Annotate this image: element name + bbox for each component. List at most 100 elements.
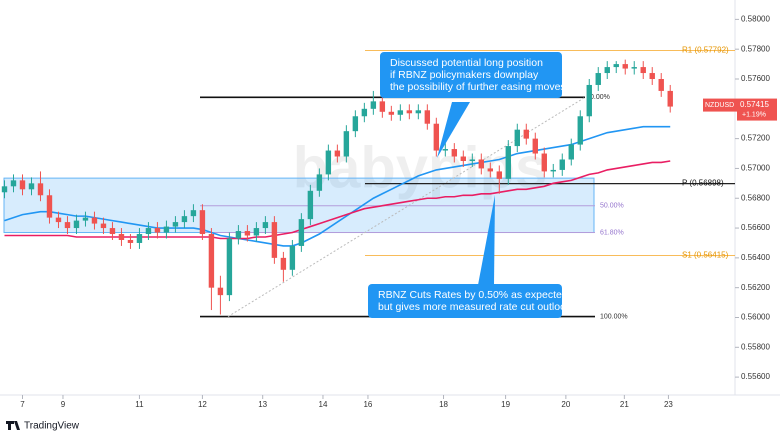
fib-label: 61.80% (600, 229, 624, 236)
x-tick-label: 19 (501, 400, 510, 409)
pivot-label: S1 (0.56415) (682, 251, 729, 260)
candle-body (10, 180, 17, 187)
moving-average (4, 125, 671, 247)
x-tick-label: 13 (258, 400, 267, 409)
candle-body (289, 245, 296, 270)
candle-body (334, 150, 341, 157)
candle-body (361, 108, 368, 117)
candle-body (46, 195, 53, 218)
fib-label: 100.00% (600, 313, 628, 320)
price-label: 0.57415 (740, 100, 769, 109)
candle-body (343, 131, 350, 157)
callout-text: RBNZ Cuts Rates by 0.50% as expected (378, 289, 568, 301)
candle-body (541, 153, 547, 172)
candle-body (640, 67, 646, 74)
candle-body (505, 146, 511, 179)
candle-body (100, 223, 107, 229)
candle-body (451, 149, 458, 157)
candle-body (469, 159, 476, 161)
x-tick-label: 21 (620, 400, 629, 409)
callout-box (368, 284, 562, 318)
candle-body (136, 234, 143, 243)
pivot-label: P (0.56898) (682, 179, 724, 188)
y-tick-label: 0.56800 (741, 193, 770, 202)
callout-text: but gives more measured rate cut outlook (378, 301, 572, 313)
candle-body (388, 111, 395, 115)
y-tick-label: 0.56400 (741, 253, 770, 262)
candle-body (217, 287, 224, 296)
candle-body (559, 159, 565, 170)
candle-body (325, 150, 332, 175)
candle-body (154, 228, 161, 233)
candle-body (190, 210, 197, 217)
callout-text: Discussed potential long position (390, 57, 543, 69)
x-tick-label: 16 (363, 400, 372, 409)
candle-body (487, 168, 493, 172)
candle-body (406, 110, 413, 114)
y-tick-label: 0.56000 (741, 313, 770, 322)
candle-body (478, 159, 485, 169)
candle-body (622, 64, 628, 69)
callout-pointer (478, 195, 495, 285)
candle-body (316, 174, 323, 191)
candle-body (271, 222, 278, 258)
x-tick-label: 12 (198, 400, 207, 409)
x-tick-label: 14 (319, 400, 328, 409)
fib-label: 50.00% (600, 203, 624, 210)
candle-body (631, 67, 637, 69)
x-tick-label: 9 (61, 400, 66, 409)
candle-body (208, 234, 215, 288)
candle-body (514, 129, 520, 147)
y-tick-label: 0.55600 (741, 372, 770, 381)
candle-body (604, 67, 610, 74)
candle-body (568, 144, 574, 160)
x-tick-label: 11 (135, 400, 144, 409)
candle-body (55, 217, 62, 223)
candle-body (550, 169, 556, 172)
x-tick-label: 18 (439, 400, 448, 409)
candle-body (523, 129, 529, 139)
candle-body (37, 183, 44, 196)
candle-body (262, 222, 269, 229)
callout-text: if RBNZ policymakers downplay (390, 69, 539, 81)
candle-body (64, 222, 71, 229)
candle-body (307, 190, 314, 220)
candle-body (577, 116, 583, 145)
candle-body (658, 79, 664, 91)
candle-body (1, 186, 8, 193)
candle-body (244, 231, 251, 236)
fib-label: 0.00% (590, 94, 610, 101)
candle-body (649, 73, 655, 79)
candle-body (424, 110, 431, 124)
candle-body (163, 226, 170, 233)
candle-body (370, 101, 377, 109)
candle-body (433, 123, 440, 151)
candle-body (181, 216, 188, 223)
candle-body (397, 110, 404, 115)
candle-body (253, 228, 260, 236)
candle-body (235, 231, 242, 239)
candle-body (496, 171, 502, 179)
y-tick-label: 0.57000 (741, 164, 770, 173)
candle-body (28, 183, 35, 190)
brand-name: TradingView (24, 421, 80, 432)
candle-body (298, 219, 305, 246)
candle-body (595, 73, 601, 85)
x-tick-label: 7 (20, 400, 25, 409)
candle-body (145, 228, 152, 235)
y-tick-label: 0.57800 (741, 44, 770, 53)
y-tick-label: 0.57600 (741, 74, 770, 83)
candle-body (352, 116, 359, 132)
candle-body (613, 64, 619, 68)
candle-body (280, 257, 287, 270)
y-tick-label: 0.56200 (741, 283, 770, 292)
brand: TradingView (6, 421, 80, 432)
candle-body (118, 234, 125, 240)
candle-body (586, 84, 592, 117)
x-tick-label: 20 (561, 400, 570, 409)
moving-average (4, 160, 671, 240)
pivot-label: R1 (0.57792) (682, 45, 729, 54)
candle-body (226, 238, 233, 296)
callout-box (380, 52, 562, 98)
